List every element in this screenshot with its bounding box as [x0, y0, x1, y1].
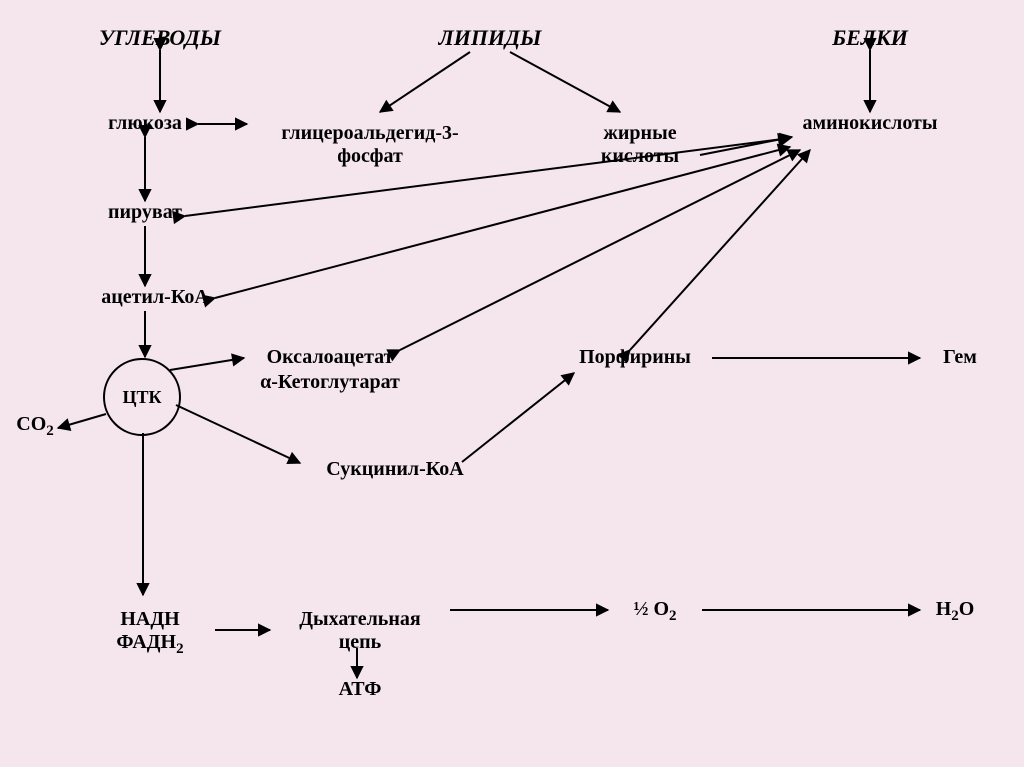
node-carbs: УГЛЕВОДЫ: [80, 25, 240, 50]
edge: [462, 373, 574, 462]
edge: [58, 414, 106, 428]
edge: [630, 150, 810, 350]
node-oxalo: Оксалоацетат: [230, 346, 430, 369]
node-respchain: Дыхательная цепь: [260, 608, 460, 654]
edge: [215, 147, 790, 298]
node-aketo: α-Кетоглутарат: [230, 371, 430, 394]
node-h2o: H2O: [915, 598, 995, 625]
node-fatty: жирные кислоты: [565, 122, 715, 168]
node-heme: Гем: [910, 346, 1010, 369]
node-proteins: БЕЛКИ: [790, 25, 950, 50]
node-succinyl: Сукцинил-КоА: [295, 458, 495, 481]
node-glucose: глюкоза: [85, 112, 205, 135]
node-porph: Порфирины: [555, 346, 715, 369]
node-halfO2: ½ O2: [595, 598, 715, 625]
node-atp: АТФ: [320, 678, 400, 701]
node-pyruvate: пируват: [85, 201, 205, 224]
node-acetylcoa: ацетил-КоА: [75, 286, 235, 309]
metabolism-diagram: УГЛЕВОДЫ ЛИПИДЫ БЕЛКИ глюкоза глицероальдеги…: [0, 0, 1024, 767]
node-amino: аминокислоты: [775, 112, 965, 135]
node-nadh: НАДНФАДН2: [80, 608, 220, 658]
node-lipids: ЛИПИДЫ: [410, 25, 570, 50]
circle-tca: ЦТК: [103, 358, 181, 436]
node-co2: CO2: [5, 413, 65, 440]
edge: [400, 150, 800, 350]
edge: [510, 52, 620, 112]
node-g3p: глицероальдегид-3- фосфат: [240, 122, 500, 168]
edge: [176, 405, 300, 463]
edge: [380, 52, 470, 112]
